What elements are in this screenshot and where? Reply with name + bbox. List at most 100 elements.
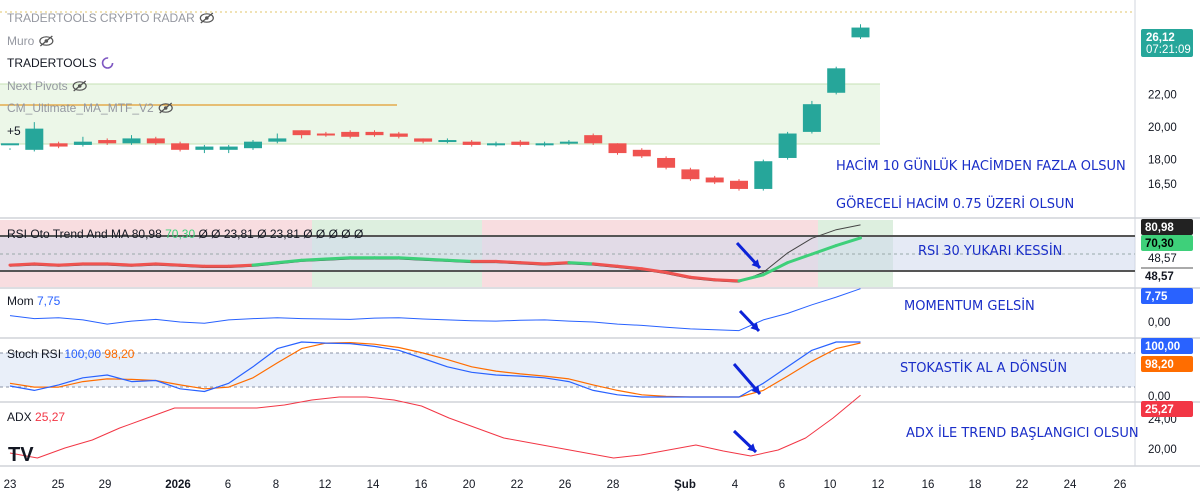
candle[interactable]	[851, 24, 870, 39]
rsi-line-segment	[761, 261, 790, 277]
stoch-d-badge: 98,20	[1141, 356, 1193, 372]
time-axis-label: 2026	[165, 479, 191, 491]
candle[interactable]	[414, 138, 433, 144]
rsi-line-segment	[713, 278, 741, 283]
rsi-line-segment	[130, 262, 158, 267]
candle[interactable]	[584, 133, 603, 145]
candle[interactable]	[535, 141, 554, 147]
candle[interactable]	[341, 130, 360, 139]
rsi-line-segment	[227, 263, 255, 268]
candle[interactable]	[171, 141, 190, 152]
candle[interactable]	[1, 143, 19, 150]
candle[interactable]	[827, 66, 846, 95]
time-axis-label: 26	[559, 479, 572, 491]
annotation-hacim: HACİM 10 GÜNLÜK HACİMDEN FAZLA OLSUN	[836, 157, 1126, 174]
candle[interactable]	[559, 140, 578, 145]
legend-more-count: +5	[7, 124, 21, 138]
mom-badge-text: 7,75	[1145, 291, 1168, 303]
legend-item-label: TRADERTOOLS CRYPTO RADAR	[7, 11, 195, 25]
candle[interactable]	[365, 130, 384, 137]
candle[interactable]	[98, 138, 117, 145]
rsi-line-segment	[567, 261, 595, 266]
rsi-line-segment	[543, 261, 571, 266]
candle[interactable]	[122, 135, 141, 145]
candle[interactable]	[195, 144, 214, 154]
rsi-line-segment	[518, 261, 547, 266]
time-axis-label: 8	[273, 479, 279, 491]
rsi-tick-label: 48,57	[1148, 253, 1177, 265]
time-axis-label: 12	[319, 479, 332, 491]
time-axis-label: 6	[225, 479, 231, 491]
momentum-line	[9, 288, 861, 332]
price-tick-label: 18,00	[1148, 155, 1177, 167]
time-axis-label: 12	[872, 479, 885, 491]
candle[interactable]	[511, 140, 530, 147]
rsi-line-segment	[640, 267, 668, 274]
candle[interactable]	[316, 131, 335, 137]
rsi-line-segment	[8, 262, 36, 267]
rsi-line-segment	[445, 258, 474, 263]
candle[interactable]	[292, 130, 311, 139]
pivot-zone	[0, 84, 880, 144]
rsi-legend: RSI Oto Trend And MA 80,98 70,30 Ø Ø 23,…	[7, 227, 363, 241]
time-axis-label: 22	[511, 479, 524, 491]
time-axis-label: 18	[969, 479, 982, 491]
candle[interactable]	[49, 141, 68, 149]
candle[interactable]	[219, 144, 238, 154]
rsi-line-segment	[154, 262, 182, 267]
eye-hidden-icon[interactable]	[199, 12, 214, 24]
price-tick-label: 16,50	[1148, 179, 1177, 191]
rsi-line-segment	[834, 236, 862, 248]
eye-hidden-icon[interactable]	[158, 102, 173, 114]
annotation-stoch: STOKASTİK AL A DÖNSÜN	[900, 359, 1067, 376]
candle[interactable]	[73, 136, 92, 147]
rsi-line-segment	[324, 256, 352, 261]
rsi-line-segment	[494, 259, 522, 265]
price-tick-label: 20,00	[1148, 122, 1177, 134]
price-tick-label: 22,00	[1148, 89, 1177, 101]
candle[interactable]	[146, 136, 165, 145]
candle[interactable]	[462, 140, 481, 147]
stoch-tick-label: 0,00	[1148, 391, 1170, 403]
candle[interactable]	[778, 131, 797, 160]
annotation-goreceli: GÖRECELİ HACİM 0.75 ÜZERİ OLSUN	[836, 195, 1074, 212]
candle[interactable]	[754, 159, 773, 191]
mom-arrow	[738, 309, 761, 333]
rsi-value-badge: 70,30	[1141, 235, 1193, 251]
candle[interactable]	[730, 179, 748, 191]
time-axis-label: 4	[732, 479, 739, 491]
time-axis-label: 22	[1016, 479, 1029, 491]
candle[interactable]	[608, 143, 627, 155]
candle[interactable]	[487, 141, 505, 147]
bar-countdown: 07:21:09	[1146, 44, 1191, 56]
candle[interactable]	[632, 148, 651, 158]
reload-icon[interactable]	[101, 57, 114, 69]
candle[interactable]	[25, 122, 44, 152]
candle[interactable]	[705, 175, 724, 185]
adx-legend: ADX 25,27	[7, 410, 65, 424]
mom-badge: 7,75	[1141, 288, 1193, 304]
candle[interactable]	[268, 133, 287, 144]
candle[interactable]	[802, 100, 821, 134]
time-axis-label: 25	[52, 479, 65, 491]
adx-tick-label: 20,00	[1148, 444, 1177, 456]
eye-hidden-icon[interactable]	[39, 35, 54, 47]
candle[interactable]	[657, 156, 676, 170]
candle[interactable]	[681, 167, 700, 181]
time-axis-label: 14	[367, 479, 380, 491]
rsi-ma-badge-text: 80,98	[1145, 222, 1174, 234]
time-axis-label: Şub	[674, 479, 696, 491]
rsi-line-segment	[810, 244, 838, 256]
candle[interactable]	[389, 131, 408, 139]
candle[interactable]	[438, 138, 457, 144]
candle[interactable]	[244, 140, 262, 150]
rsi-line-segment	[32, 262, 61, 267]
rsi-band-badge-text: 48,57	[1145, 271, 1174, 283]
stoch-arrow	[732, 363, 762, 395]
rsi-band-badge: 48,57	[1141, 268, 1193, 284]
rsi-arrow	[735, 241, 762, 270]
logo-text: TV	[8, 444, 34, 466]
eye-hidden-icon[interactable]	[72, 80, 87, 92]
annotation-adx: ADX İLE TREND BAŞLANGICI OLSUN	[906, 425, 1139, 441]
